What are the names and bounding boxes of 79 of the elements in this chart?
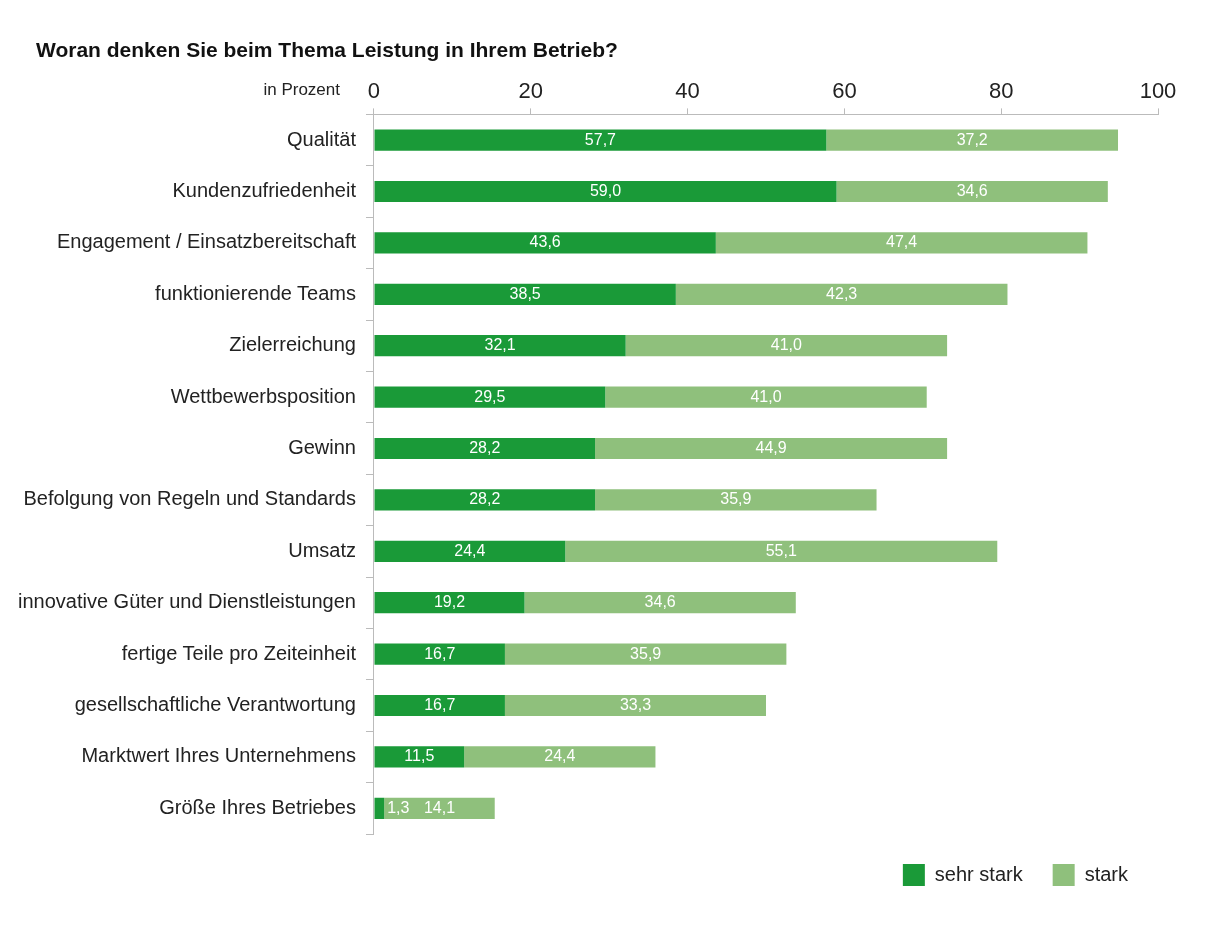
data-label: 34,6 (644, 593, 676, 611)
bar (605, 386, 927, 408)
data-label: 1,3 (387, 798, 410, 816)
bar (374, 283, 676, 305)
x-tick-label: 60 (832, 78, 857, 104)
data-label: 59,0 (589, 181, 622, 199)
data-label: 29,5 (474, 387, 506, 405)
data-label: 35,9 (630, 644, 662, 662)
bar (595, 437, 948, 460)
bar (374, 129, 827, 151)
bar (374, 232, 716, 254)
bar (675, 283, 1008, 305)
y-tick-label: funktionierende Teams (155, 281, 356, 304)
data-label: 24,4 (544, 747, 576, 765)
bar (565, 540, 998, 562)
bar (374, 437, 596, 460)
legend-label: sehr stark (934, 862, 1024, 885)
bar (504, 694, 766, 717)
bar (625, 335, 948, 357)
bar (374, 746, 465, 768)
x-tick-label: 20 (518, 78, 544, 104)
data-label: 38,5 (509, 284, 541, 302)
data-label: 33,3 (619, 695, 652, 713)
data-label: 32,1 (484, 336, 516, 354)
y-tick-label: Gewinn (288, 436, 356, 459)
y-tick-label: Marktwert Ihres Unternehmens (81, 744, 356, 767)
data-label: 11,5 (404, 747, 435, 765)
bar (374, 797, 385, 819)
data-label: 16,7 (424, 695, 456, 713)
data-label: 24,4 (454, 541, 486, 559)
data-label: 41,0 (750, 387, 782, 405)
legend-label: stark (1084, 862, 1129, 885)
chart-title: Woran denken Sie beim Thema Leistung in Ihrem Betrieb? (35, 37, 619, 63)
data-label: 42,3 (826, 284, 858, 302)
y-tick-label: Umsatz (288, 538, 356, 561)
data-label: 16,7 (424, 644, 456, 662)
bar (374, 335, 626, 357)
bar (374, 694, 505, 717)
data-label: 55,1 (765, 541, 797, 559)
bar (524, 592, 796, 614)
data-label: 44,9 (755, 438, 787, 456)
y-tick-label: Befolgung von Regeln und Standards (23, 487, 356, 510)
data-label: 43,6 (529, 233, 561, 251)
y-tick-label: fertige Teile pro Zeiteinheit (121, 641, 357, 664)
y-tick-label: Wettbewerbsposition (170, 384, 356, 407)
bar (836, 180, 1108, 203)
y-tick-label: gesellschaftliche Verantwortung (74, 693, 356, 716)
data-label: 14,1 (423, 798, 456, 816)
bar (374, 386, 606, 408)
bar (374, 592, 525, 614)
y-tick-label: Größe Ihres Betriebes (159, 795, 356, 818)
bar (374, 489, 596, 511)
data-label: 28,2 (469, 438, 501, 456)
y-tick-label: innovative Güter und Dienstleistungen (17, 590, 356, 613)
bar (464, 746, 656, 768)
bar (504, 643, 787, 665)
bar (374, 180, 837, 203)
data-label: 34,6 (956, 181, 988, 199)
x-tick-label: 80 (988, 78, 1014, 104)
bar (374, 643, 505, 665)
data-label: 47,4 (886, 233, 918, 251)
data-label: 37,2 (956, 130, 988, 148)
bar (595, 489, 877, 511)
x-tick-label: 100 (1139, 78, 1177, 104)
x-tick-label: 0 (367, 78, 381, 104)
y-tick-label: Kundenzufriedenheit (172, 179, 357, 202)
data-label: 19,2 (433, 593, 466, 611)
x-tick-label: 40 (675, 78, 700, 104)
data-label: 41,0 (770, 336, 803, 354)
x-axis-title: in Prozent (263, 79, 341, 99)
bar (374, 540, 566, 562)
data-label: 28,2 (469, 490, 501, 508)
y-tick-label: Zielerreichung (229, 333, 356, 356)
data-label: 57,7 (584, 130, 617, 148)
bar (715, 232, 1088, 254)
y-tick-label: Qualität (287, 127, 357, 150)
bar (826, 129, 1119, 151)
data-label: 35,9 (720, 490, 752, 508)
y-tick-label: Engagement / Einsatzbereitschaft (56, 230, 357, 253)
